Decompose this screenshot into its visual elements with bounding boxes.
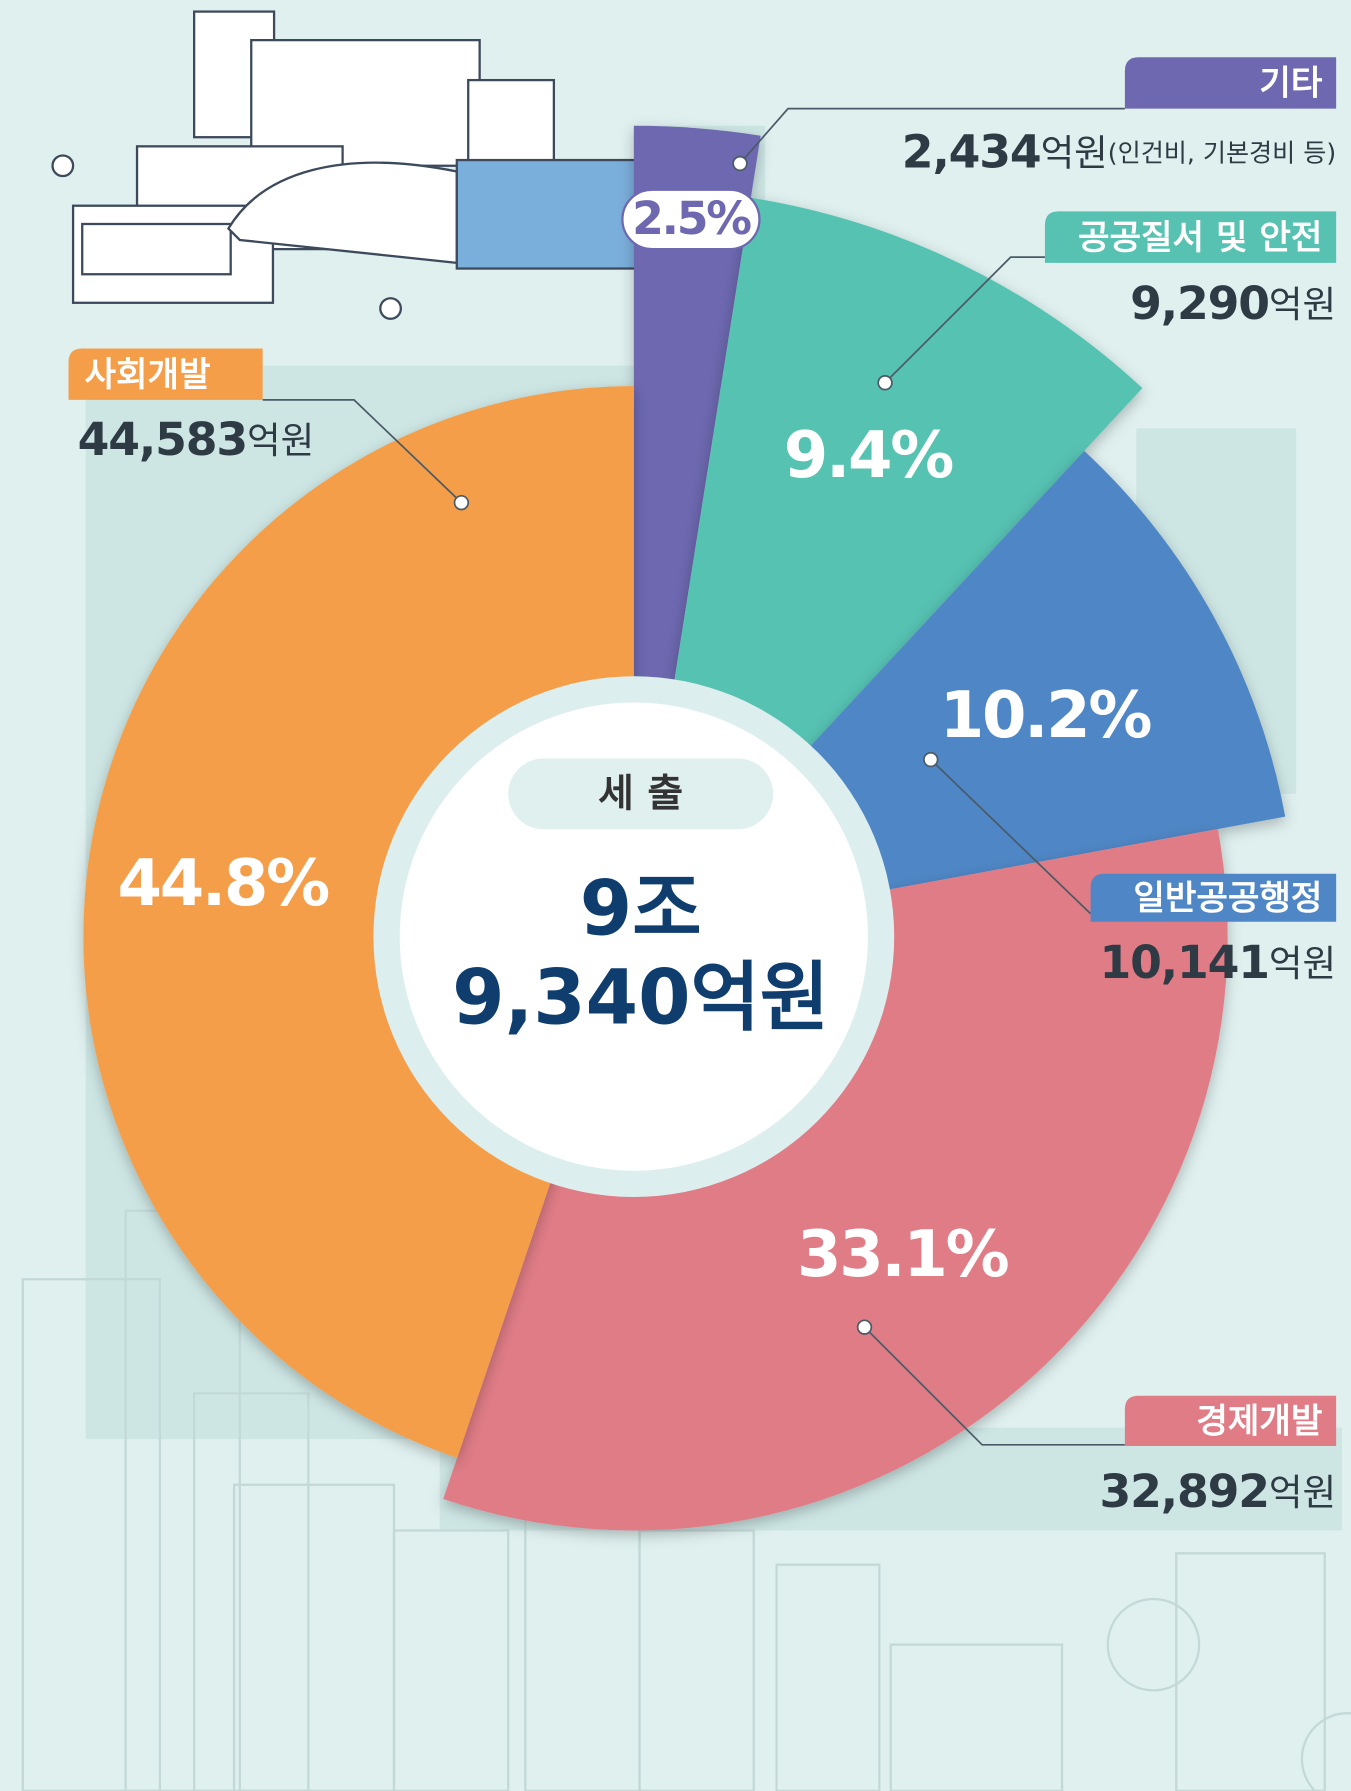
amount-value: 2,434 bbox=[902, 125, 1041, 178]
percent-label: 33.1% bbox=[797, 1218, 1009, 1292]
name-badge bbox=[68, 348, 263, 400]
category-label: 사회개발 bbox=[85, 355, 211, 395]
callout-dot bbox=[923, 751, 939, 768]
amount-unit: 억원 bbox=[247, 419, 314, 462]
center-pill bbox=[508, 758, 774, 830]
amount-value: 44,583 bbox=[78, 413, 247, 466]
annotation: (인건비, 기본경비 등) bbox=[1108, 138, 1336, 167]
illustration bbox=[51, 10, 641, 320]
name-badge bbox=[1044, 211, 1337, 263]
amount-value: 32,892 bbox=[1100, 1464, 1269, 1517]
total-line: 9,340억원 bbox=[452, 953, 829, 1041]
amount-label: 10,141억원 bbox=[1100, 936, 1337, 989]
amount-value: 9,290 bbox=[1130, 277, 1269, 330]
callout-line bbox=[884, 256, 1045, 384]
category-label: 일반공공행정 bbox=[1133, 879, 1322, 919]
name-badge bbox=[1124, 57, 1337, 109]
category-label: 경제개발 bbox=[1196, 1402, 1322, 1442]
percent-pill bbox=[621, 188, 761, 251]
amount-unit: 억원 bbox=[1269, 283, 1336, 326]
amount-value: 10,141 bbox=[1100, 936, 1269, 989]
category-label: 기타 bbox=[1259, 64, 1323, 104]
callout-line bbox=[863, 1326, 1125, 1446]
amount-label: 9,290억원 bbox=[1130, 277, 1336, 330]
percent-label: 9.4% bbox=[784, 419, 953, 493]
percent-label: 10.2% bbox=[940, 679, 1152, 753]
amount-label: 44,583억원 bbox=[78, 413, 315, 466]
amount-unit: 억원 bbox=[1041, 131, 1108, 174]
callout-dot bbox=[856, 1319, 873, 1335]
callout-line bbox=[262, 399, 462, 504]
callout-dot bbox=[453, 494, 470, 511]
slice bbox=[83, 386, 634, 1458]
percent-label: 44.8% bbox=[117, 847, 329, 921]
percent-label: 2.5% bbox=[632, 192, 751, 245]
labels: 2.5%기타2,434억원(인건비, 기본경비 등)9.4%공공질서 및 안전9… bbox=[68, 57, 1337, 1517]
name-badge bbox=[1090, 873, 1337, 922]
amount-unit: 억원 bbox=[1269, 942, 1336, 985]
callout-line bbox=[739, 107, 1125, 165]
callout-dot bbox=[732, 155, 748, 172]
amount-label: 32,892억원 bbox=[1100, 1464, 1337, 1517]
total-line: 9조 bbox=[580, 864, 702, 952]
amount-label: 2,434억원(인건비, 기본경비 등) bbox=[902, 125, 1336, 178]
amount-unit: 억원 bbox=[1269, 1470, 1336, 1513]
category-label: 공공질서 및 안전 bbox=[1078, 218, 1322, 258]
center-label: 세 출 bbox=[598, 772, 683, 817]
name-badge bbox=[1124, 1395, 1337, 1446]
callout-dot bbox=[877, 375, 893, 391]
callout-line bbox=[930, 758, 1092, 915]
